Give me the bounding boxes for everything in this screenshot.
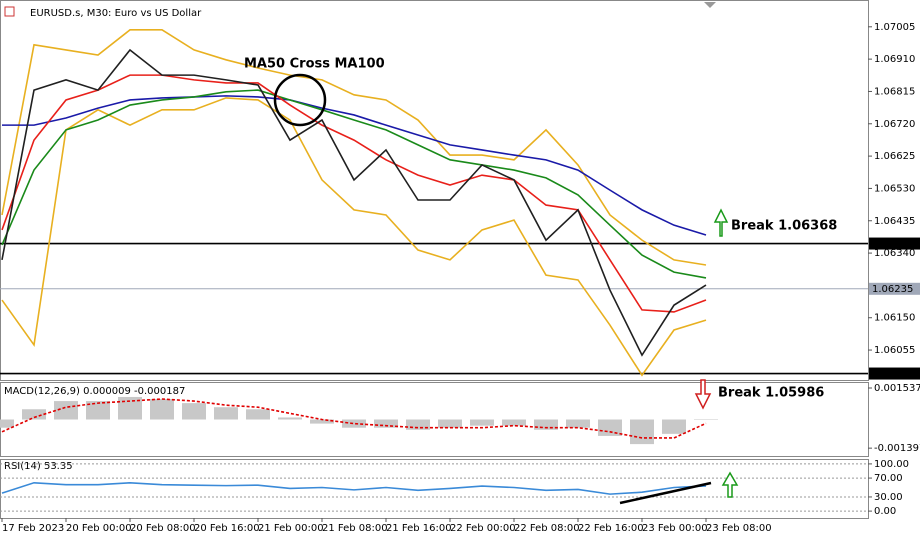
x-tick-label: 20 Feb 00:00 — [66, 523, 132, 534]
x-tick-label: 22 Feb 00:00 — [450, 523, 516, 534]
series-line — [1, 29, 707, 266]
series-line — [1, 481, 707, 495]
y-tick-label: 30.00 — [874, 492, 903, 503]
bar — [662, 419, 686, 434]
macd-panel-frame — [0, 382, 869, 457]
bar — [598, 419, 622, 436]
y-tick-label: 1.06055 — [874, 345, 915, 356]
panel-title: RSI(14) 53.35 — [4, 461, 73, 472]
y-tick-label: 1.06150 — [874, 313, 915, 324]
bar — [150, 399, 174, 420]
x-tick-label: 21 Feb 08:00 — [322, 523, 388, 534]
y-tick-label: 1.06435 — [874, 216, 915, 227]
bar — [342, 419, 366, 428]
bar — [694, 419, 718, 420]
y-tick-label: -0.001397 — [874, 443, 920, 454]
x-tick-label: 21 Feb 16:00 — [386, 523, 452, 534]
y-tick-label: 100.00 — [874, 459, 909, 470]
x-tick-label: 23 Feb 08:00 — [706, 523, 772, 534]
level-label-box — [869, 367, 920, 380]
bar — [566, 419, 590, 428]
bar — [118, 396, 142, 420]
bar — [214, 407, 238, 420]
x-tick-label: 21 Feb 00:00 — [258, 523, 324, 534]
level-label: 1.06368 — [872, 239, 913, 250]
bar — [310, 419, 334, 424]
bar — [438, 419, 462, 428]
bar — [54, 401, 78, 420]
chart-title: EURUSD.s, M30: Euro vs US Dollar — [30, 8, 202, 19]
bar — [502, 419, 526, 426]
series-line — [1, 48, 707, 357]
bar — [406, 419, 430, 430]
annotation: Break 1.06368 — [731, 219, 837, 234]
x-tick-label: 20 Feb 08:00 — [130, 523, 196, 534]
y-tick-label: 1.06530 — [874, 183, 915, 194]
x-tick-label: 23 Feb 00:00 — [642, 523, 708, 534]
level-label-box — [869, 282, 920, 295]
level-label-box — [869, 237, 920, 250]
up-arrow — [721, 471, 739, 498]
shift-marker — [704, 2, 716, 8]
y-tick-label: 1.07005 — [874, 22, 915, 33]
x-tick-label: 22 Feb 16:00 — [578, 523, 644, 534]
level-label: 1.06235 — [872, 284, 913, 295]
y-tick-label: 1.06910 — [874, 54, 915, 65]
y-tick-label: 1.06815 — [874, 86, 915, 97]
bar — [534, 419, 558, 430]
series-line — [2, 95, 707, 236]
bar — [182, 403, 206, 420]
y-tick-label: 0.001537 — [874, 383, 920, 394]
y-tick-label: 1.06625 — [874, 151, 915, 162]
bar — [374, 419, 398, 428]
annotation: MA50 Cross MA100 — [244, 57, 385, 72]
bar — [22, 409, 46, 420]
level-label: 1.05986 — [872, 369, 913, 380]
series-line — [1, 398, 707, 439]
bar — [0, 419, 14, 428]
x-tick-label: 20 Feb 16:00 — [194, 523, 260, 534]
symbol-icon — [4, 6, 15, 17]
main-panel-frame — [0, 0, 869, 381]
up-arrow — [713, 208, 729, 237]
series-line — [1, 74, 707, 313]
bar — [86, 401, 110, 420]
rsi-panel-frame — [0, 459, 869, 519]
y-tick-label: 1.06340 — [874, 248, 915, 259]
series-line — [1, 97, 707, 377]
panel-title: MACD(12,26,9) 0.000009 -0.000187 — [4, 386, 185, 397]
annotation: Break 1.05986 — [718, 386, 824, 401]
bar — [470, 419, 494, 426]
series-line — [1, 89, 707, 279]
x-tick-label: 22 Feb 08:00 — [514, 523, 580, 534]
y-tick-label: 70.00 — [874, 473, 903, 484]
bar — [278, 417, 302, 420]
bar — [630, 419, 654, 445]
x-tick-label: 17 Feb 2023 — [2, 523, 64, 534]
cross-circle — [273, 73, 327, 127]
down-arrow — [694, 379, 712, 410]
rsi-trendline — [619, 481, 712, 505]
bar — [246, 409, 270, 420]
y-tick-label: 1.06720 — [874, 119, 915, 130]
y-tick-label: 0.00 — [874, 506, 896, 517]
